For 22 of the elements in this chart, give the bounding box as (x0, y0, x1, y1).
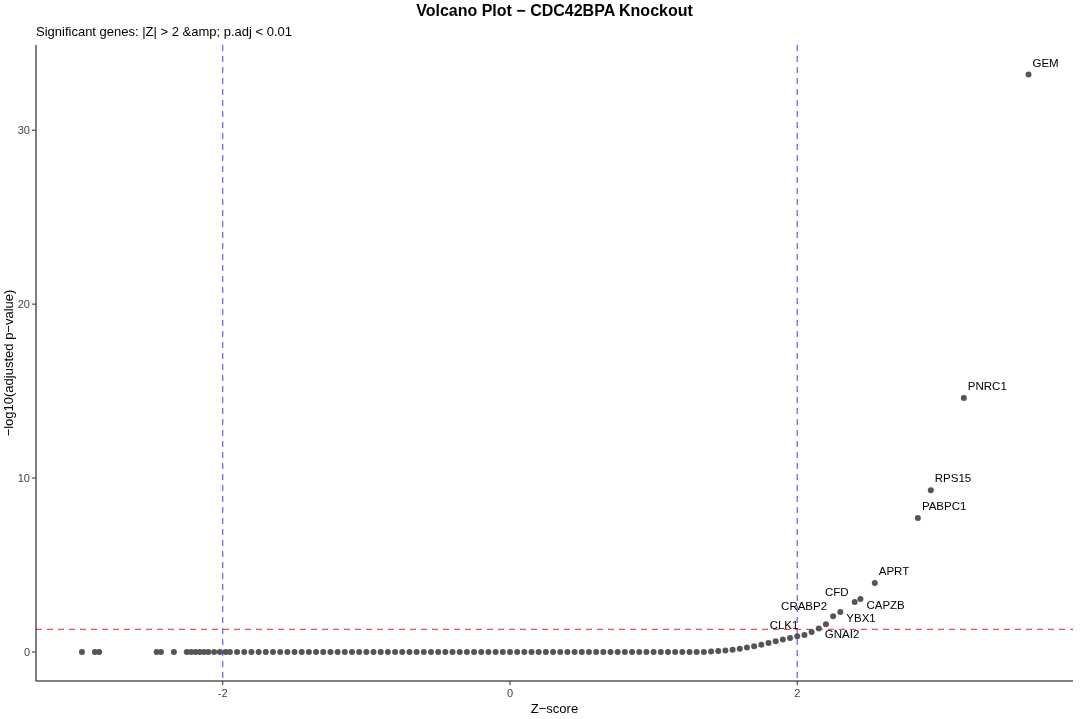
x-axis-title: Z−score (530, 701, 579, 716)
annotation: PNRC1 (967, 380, 1007, 393)
annotation: RPS15 (934, 472, 972, 485)
chart-title: Volcano Plot − CDC42BPA Knockout (416, 2, 694, 19)
annotation: GNAI2 (824, 628, 860, 641)
annotation: CFD (825, 586, 849, 599)
x-tick-label: -2 (217, 687, 228, 699)
y-tick-label: 30 (17, 124, 30, 137)
y-tick-label: 0 (23, 645, 30, 658)
annotation: YBX1 (846, 611, 876, 624)
x-tick-label: 2 (794, 687, 801, 699)
y-axis-title: −log10(adjusted p−value) (1, 289, 16, 437)
annotation: APRT (878, 564, 910, 577)
annotation: CAPZB (866, 598, 906, 611)
y-tick-label: 20 (17, 297, 30, 310)
chart-subtitle: Significant genes: |Z| > 2 &amp; p.adj < 0.01 (36, 24, 293, 39)
x-tick-label: 0 (506, 687, 514, 699)
annotation: CRABP2 (781, 600, 828, 613)
annotation: PABPC1 (921, 500, 967, 513)
annotation: GEM (1032, 56, 1059, 69)
y-tick-label: 10 (17, 471, 30, 484)
annotation: CLK1 (769, 618, 799, 631)
